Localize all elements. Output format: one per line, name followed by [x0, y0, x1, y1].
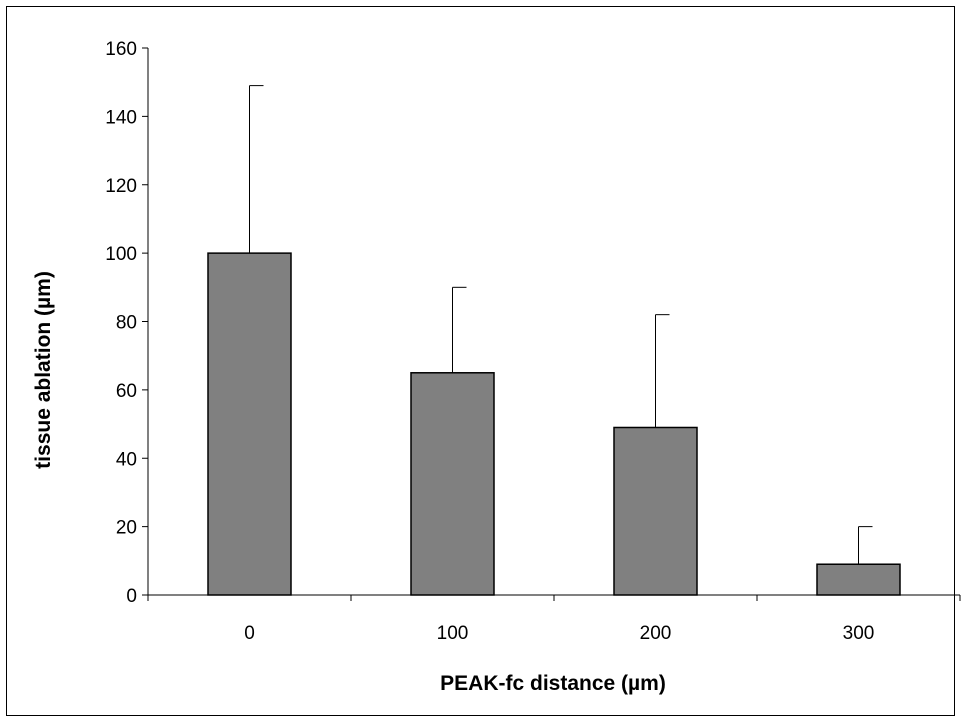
error-bars [249, 85, 873, 565]
x-tick-label: 0 [244, 623, 255, 644]
y-tick-label: 140 [105, 107, 137, 128]
y-tick-label: 80 [116, 313, 137, 334]
y-tick-label: 20 [116, 518, 137, 539]
x-tick-label: 100 [437, 623, 469, 644]
y-axis-title: tissue ablation (µm) [32, 271, 55, 469]
x-axis-ticks: 0 100 200 300 [147, 595, 961, 644]
y-tick-label: 160 [105, 39, 137, 60]
bar-300 [816, 563, 901, 596]
x-axis-title: PEAK-fc distance (µm) [440, 672, 666, 695]
x-tick-label: 200 [640, 623, 672, 644]
chart-frame [6, 6, 955, 716]
y-tick-label: 60 [116, 381, 137, 402]
y-tick-label: 40 [116, 449, 137, 470]
y-tick-label: 0 [126, 586, 137, 607]
bar-100 [410, 372, 495, 596]
y-axis-ticks: 0 20 40 60 80 100 120 140 160 [105, 39, 148, 607]
y-tick-label: 100 [105, 244, 137, 265]
bars [207, 252, 901, 596]
bar-0 [207, 252, 292, 596]
x-tick-label: 300 [843, 623, 875, 644]
y-tick-label: 120 [105, 176, 137, 197]
bar-200 [613, 426, 698, 596]
